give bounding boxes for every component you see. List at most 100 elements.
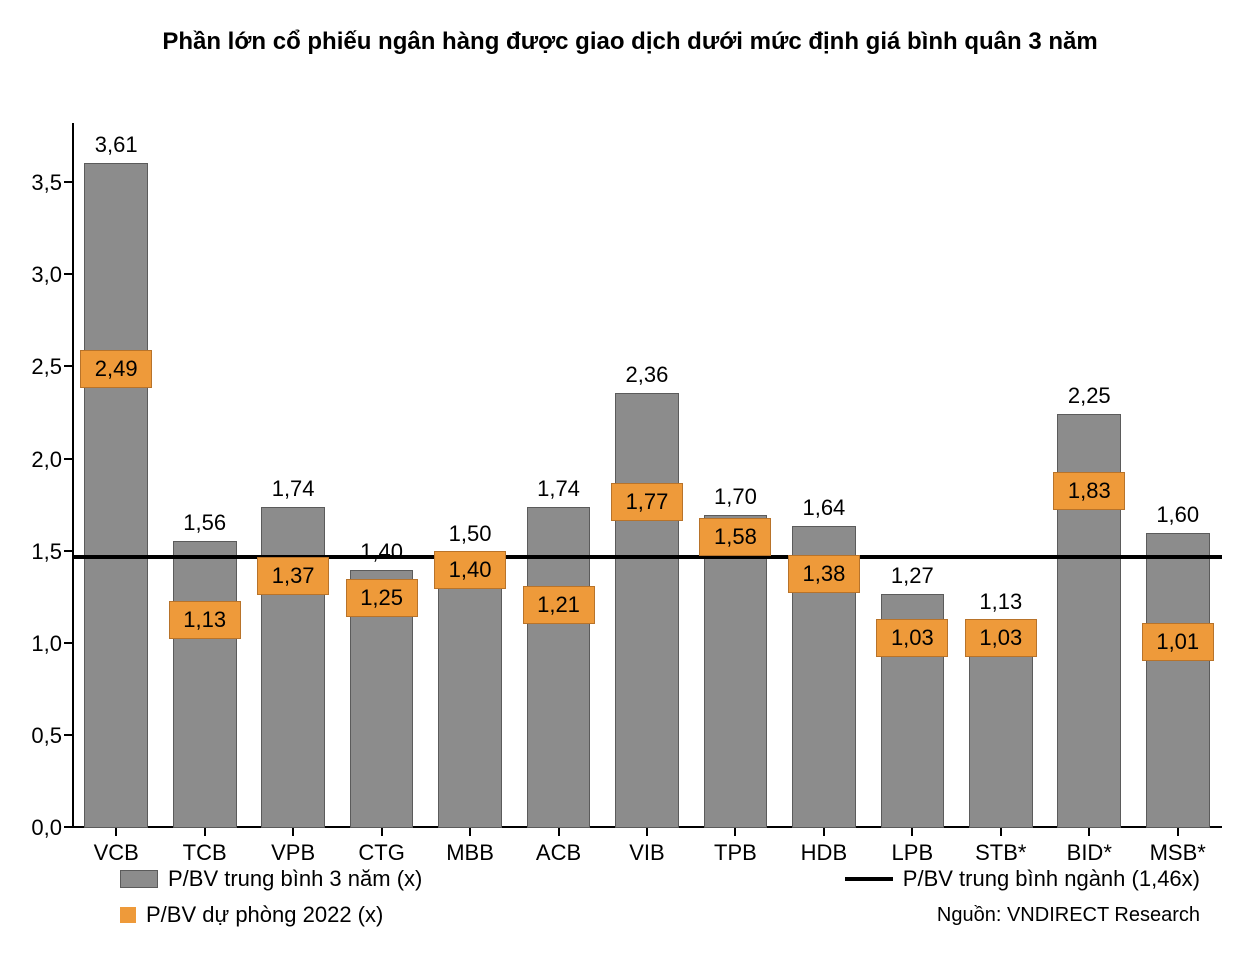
legend-item-bar: P/BV trung bình 3 năm (x)	[120, 866, 422, 892]
legend-line-label: P/BV trung bình ngành (1,46x)	[903, 866, 1200, 892]
bar-value-label: 1,70	[714, 484, 757, 510]
x-category-label: TPB	[714, 840, 757, 866]
x-tick-mark	[204, 828, 206, 836]
chart-container: Phần lớn cổ phiếu ngân hàng được giao dị…	[0, 0, 1260, 968]
bar-slot: 1,74VPB	[249, 128, 337, 828]
legend-row-2: P/BV dự phòng 2022 (x) Nguồn: VNDIRECT R…	[120, 902, 1200, 928]
forecast-marker: 1,58	[699, 518, 771, 556]
y-tick-label: 1,5	[31, 539, 72, 565]
bar-value-label: 1,64	[802, 495, 845, 521]
bar: 2,36	[615, 393, 679, 828]
x-tick-mark	[823, 828, 825, 836]
bar: 1,60	[1146, 533, 1210, 828]
plot-area: 3,61VCB1,56TCB1,74VPB1,40CTG1,50MBB1,74A…	[72, 128, 1222, 828]
bar-value-label: 3,61	[95, 132, 138, 158]
legend-item-line: P/BV trung bình ngành (1,46x)	[845, 866, 1200, 892]
bar-slot: 3,61VCB	[72, 128, 160, 828]
forecast-marker: 1,77	[611, 483, 683, 521]
bar: 1,50	[438, 552, 502, 828]
forecast-marker: 1,13	[169, 601, 241, 639]
bar-value-label: 1,60	[1156, 502, 1199, 528]
x-tick-mark	[115, 828, 117, 836]
x-tick-mark	[646, 828, 648, 836]
forecast-marker: 1,21	[523, 586, 595, 624]
forecast-marker: 1,01	[1142, 623, 1214, 661]
chart-title: Phần lớn cổ phiếu ngân hàng được giao dị…	[0, 28, 1260, 56]
bar-value-label: 1,40	[360, 539, 403, 565]
line-swatch-icon	[845, 877, 893, 881]
y-tick-mark	[64, 273, 72, 275]
bar-value-label: 1,74	[272, 476, 315, 502]
y-tick-label: 3,0	[31, 262, 72, 288]
y-tick-mark	[64, 550, 72, 552]
x-tick-mark	[1177, 828, 1179, 836]
bar-slot: 1,27LPB	[868, 128, 956, 828]
y-tick-mark	[64, 458, 72, 460]
bar-value-label: 2,25	[1068, 383, 1111, 409]
forecast-marker: 1,25	[346, 579, 418, 617]
forecast-marker: 1,03	[876, 619, 948, 657]
y-tick-mark	[64, 181, 72, 183]
x-tick-mark	[292, 828, 294, 836]
source-note: Nguồn: VNDIRECT Research	[937, 904, 1200, 927]
x-tick-mark	[469, 828, 471, 836]
forecast-marker: 1,37	[257, 557, 329, 595]
forecast-marker: 1,03	[965, 619, 1037, 657]
x-category-label: LPB	[892, 840, 934, 866]
x-category-label: STB*	[975, 840, 1026, 866]
x-tick-mark	[1000, 828, 1002, 836]
x-category-label: CTG	[358, 840, 404, 866]
bar-value-label: 1,56	[183, 510, 226, 536]
x-category-label: MBB	[446, 840, 494, 866]
bar-value-label: 1,13	[979, 589, 1022, 615]
forecast-marker: 1,38	[788, 555, 860, 593]
legend-marker-label: P/BV dự phòng 2022 (x)	[146, 902, 383, 928]
bar-slot: 1,40CTG	[337, 128, 425, 828]
x-tick-mark	[734, 828, 736, 836]
y-tick-mark	[64, 734, 72, 736]
y-tick-label: 2,0	[31, 447, 72, 473]
y-tick-mark	[64, 642, 72, 644]
legend: P/BV trung bình 3 năm (x) P/BV trung bìn…	[120, 866, 1200, 938]
x-category-label: VIB	[629, 840, 664, 866]
x-category-label: HDB	[801, 840, 847, 866]
forecast-marker: 1,83	[1053, 472, 1125, 510]
bar-swatch-icon	[120, 870, 158, 888]
x-category-label: VPB	[271, 840, 315, 866]
y-tick-mark	[64, 365, 72, 367]
forecast-marker: 2,49	[80, 350, 152, 388]
x-category-label: MSB*	[1150, 840, 1206, 866]
bar: 1,56	[173, 541, 237, 828]
y-tick-label: 1,0	[31, 631, 72, 657]
bar: 3,61	[84, 163, 148, 828]
y-tick-label: 3,5	[31, 170, 72, 196]
reference-line	[72, 555, 1222, 559]
bar-value-label: 1,27	[891, 563, 934, 589]
legend-item-marker: P/BV dự phòng 2022 (x)	[120, 902, 383, 928]
x-category-label: VCB	[94, 840, 139, 866]
x-tick-mark	[558, 828, 560, 836]
bar-value-label: 1,74	[537, 476, 580, 502]
x-tick-mark	[1088, 828, 1090, 836]
bar-value-label: 2,36	[626, 362, 669, 388]
legend-bar-label: P/BV trung bình 3 năm (x)	[168, 866, 422, 892]
bar: 1,70	[704, 515, 768, 828]
bar-slot: 2,36VIB	[603, 128, 691, 828]
bar-slot: 1,64HDB	[780, 128, 868, 828]
y-tick-label: 2,5	[31, 354, 72, 380]
bars-holder: 3,61VCB1,56TCB1,74VPB1,40CTG1,50MBB1,74A…	[72, 128, 1222, 828]
bar-value-label: 1,50	[449, 521, 492, 547]
x-tick-mark	[911, 828, 913, 836]
y-tick-label: 0,0	[31, 815, 72, 841]
bar-slot: 1,70TPB	[691, 128, 779, 828]
bar-slot: 1,60MSB*	[1134, 128, 1222, 828]
y-tick-mark	[64, 826, 72, 828]
bar-slot: 1,56TCB	[160, 128, 248, 828]
x-category-label: ACB	[536, 840, 581, 866]
x-tick-mark	[381, 828, 383, 836]
y-tick-label: 0,5	[31, 723, 72, 749]
bar-slot: 1,50MBB	[426, 128, 514, 828]
legend-row-1: P/BV trung bình 3 năm (x) P/BV trung bìn…	[120, 866, 1200, 892]
bar-slot: 1,13STB*	[957, 128, 1045, 828]
dot-swatch-icon	[120, 907, 136, 923]
